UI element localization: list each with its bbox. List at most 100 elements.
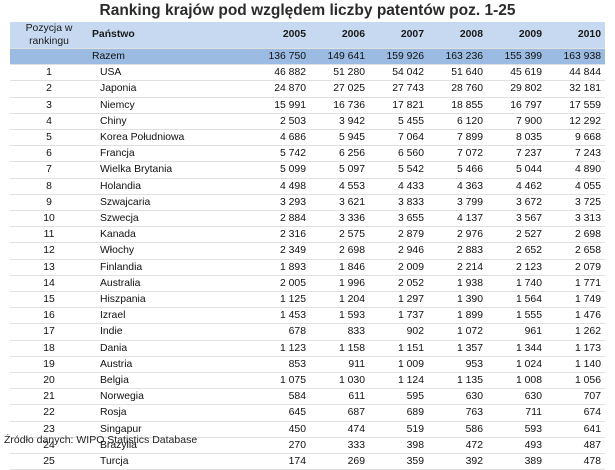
rank-cell: 18 (10, 340, 88, 357)
value-cell-2009: 5 044 (487, 161, 546, 179)
value-cell-2010: 7 243 (546, 145, 605, 163)
value-cell-2005: 645 (251, 404, 310, 422)
value-cell-2006: 3 336 (310, 210, 369, 228)
value-cell-2007: 1 124 (369, 372, 428, 390)
value-cell-2006: 51 280 (310, 64, 369, 82)
value-cell-2006: 269 (310, 453, 369, 470)
rank-cell: 1 (10, 64, 88, 82)
value-cell-2009: 7 900 (487, 113, 546, 131)
rank-cell: 7 (10, 161, 88, 179)
value-cell-2007: 27 743 (369, 80, 428, 98)
value-cell-2006: 3 942 (310, 113, 369, 131)
table-row: 25 Turcja 174 269 359 392 389 478 (10, 453, 605, 470)
table-row: 6 Francja 5 742 6 256 6 560 7 072 7 237 7 243 (10, 145, 605, 163)
column-header-position: Pozycja w rankingu (10, 22, 88, 49)
total-position (10, 48, 88, 66)
value-cell-2007: 3 833 (369, 194, 428, 212)
value-cell-2009: 3 672 (487, 194, 546, 212)
patent-ranking-table: Pozycja w rankingu Państwo 2005 2006 200… (10, 22, 605, 470)
country-cell: Chiny (88, 113, 251, 131)
value-cell-2008: 472 (428, 437, 487, 455)
table-row: 15 Hiszpania 1 125 1 204 1 297 1 390 1 564 1 74… (10, 291, 605, 309)
value-cell-2009: 711 (487, 404, 546, 422)
column-header-2007: 2007 (369, 22, 428, 49)
country-cell: Dania (88, 340, 251, 357)
column-header-2006: 2006 (310, 22, 369, 49)
rank-cell: 6 (10, 145, 88, 163)
table-row: 13 Finlandia 1 893 1 846 2 009 2 214 2 123 2 07… (10, 259, 605, 276)
value-cell-2005: 1 075 (251, 372, 310, 390)
table-row: 24 Brazylia 270 333 398 472 493 487 (10, 437, 605, 455)
value-cell-2008: 18 855 (428, 97, 487, 114)
value-cell-2006: 1 996 (310, 275, 369, 293)
value-cell-2005: 2 316 (251, 226, 310, 244)
country-cell: Francja (88, 145, 251, 163)
value-cell-2009: 1 024 (487, 356, 546, 374)
rank-cell: 25 (10, 453, 88, 470)
rank-cell: 17 (10, 323, 88, 341)
value-cell-2006: 1 030 (310, 372, 369, 390)
value-cell-2005: 270 (251, 437, 310, 455)
country-cell: Austria (88, 356, 251, 374)
value-cell-2007: 1 151 (369, 340, 428, 357)
value-cell-2008: 2 214 (428, 259, 487, 276)
country-cell: Hiszpania (88, 291, 251, 309)
value-cell-2008: 1 135 (428, 372, 487, 390)
value-cell-2005: 1 123 (251, 340, 310, 357)
country-cell: Włochy (88, 242, 251, 260)
value-cell-2005: 584 (251, 388, 310, 406)
total-value-2005: 136 750 (251, 48, 310, 66)
value-cell-2008: 763 (428, 404, 487, 422)
value-cell-2008: 1 390 (428, 291, 487, 309)
value-cell-2006: 1 593 (310, 307, 369, 325)
value-cell-2006: 6 256 (310, 145, 369, 163)
country-cell: Korea Południowa (88, 129, 251, 147)
country-cell: USA (88, 64, 251, 82)
value-cell-2009: 389 (487, 453, 546, 470)
value-cell-2008: 1 938 (428, 275, 487, 293)
table-row: 22 Rosja 645 687 689 763 711 674 (10, 404, 605, 422)
value-cell-2008: 5 466 (428, 161, 487, 179)
table-title: Ranking krajów pod względem liczby paten… (99, 2, 516, 19)
value-cell-2010: 44 844 (546, 64, 605, 82)
value-cell-2009: 1 740 (487, 275, 546, 293)
value-cell-2007: 398 (369, 437, 428, 455)
value-cell-2007: 1 009 (369, 356, 428, 374)
value-cell-2010: 12 292 (546, 113, 605, 131)
value-cell-2005: 450 (251, 421, 310, 438)
table-row: 5 Korea Południowa 4 686 5 945 7 064 7 899 8 0… (10, 129, 605, 147)
table-row: 1 USA 46 882 51 280 54 042 51 640 45 619 44 844 (10, 64, 605, 82)
header-row: Pozycja w rankingu Państwo 2005 2006 200… (10, 22, 605, 49)
value-cell-2006: 1 204 (310, 291, 369, 309)
table-row: 20 Belgia 1 075 1 030 1 124 1 135 1 008 1 056 (10, 372, 605, 390)
value-cell-2008: 630 (428, 388, 487, 406)
table-row: 21 Norwegia 584 611 595 630 630 707 (10, 388, 605, 406)
value-cell-2009: 1 008 (487, 372, 546, 390)
table-row: 14 Australia 2 005 1 996 2 052 1 938 1 740 1 77… (10, 275, 605, 293)
rank-cell: 9 (10, 194, 88, 212)
country-cell: Kanada (88, 226, 251, 244)
value-cell-2007: 54 042 (369, 64, 428, 82)
rank-cell: 10 (10, 210, 88, 228)
rank-cell: 12 (10, 242, 88, 260)
value-cell-2010: 1 056 (546, 372, 605, 390)
value-cell-2010: 3 313 (546, 210, 605, 228)
country-cell: Wielka Brytania (88, 161, 251, 179)
table-row: 10 Szwecja 2 884 3 336 3 655 4 137 3 567 3 313 (10, 210, 605, 228)
country-cell: Indie (88, 323, 251, 341)
value-cell-2006: 4 553 (310, 178, 369, 195)
column-header-position-line2: rankingu (29, 36, 69, 47)
value-cell-2005: 678 (251, 323, 310, 341)
value-cell-2009: 1 564 (487, 291, 546, 309)
rank-cell: 13 (10, 259, 88, 276)
value-cell-2010: 2 658 (546, 242, 605, 260)
value-cell-2005: 4 686 (251, 129, 310, 147)
value-cell-2009: 1 344 (487, 340, 546, 357)
value-cell-2008: 7 072 (428, 145, 487, 163)
value-cell-2009: 2 123 (487, 259, 546, 276)
total-label: Razem (88, 48, 251, 66)
value-cell-2006: 611 (310, 388, 369, 406)
country-cell: Rosja (88, 404, 251, 422)
table-row: 8 Holandia 4 498 4 553 4 433 4 363 4 462 4 055 (10, 178, 605, 195)
value-cell-2009: 16 797 (487, 97, 546, 114)
